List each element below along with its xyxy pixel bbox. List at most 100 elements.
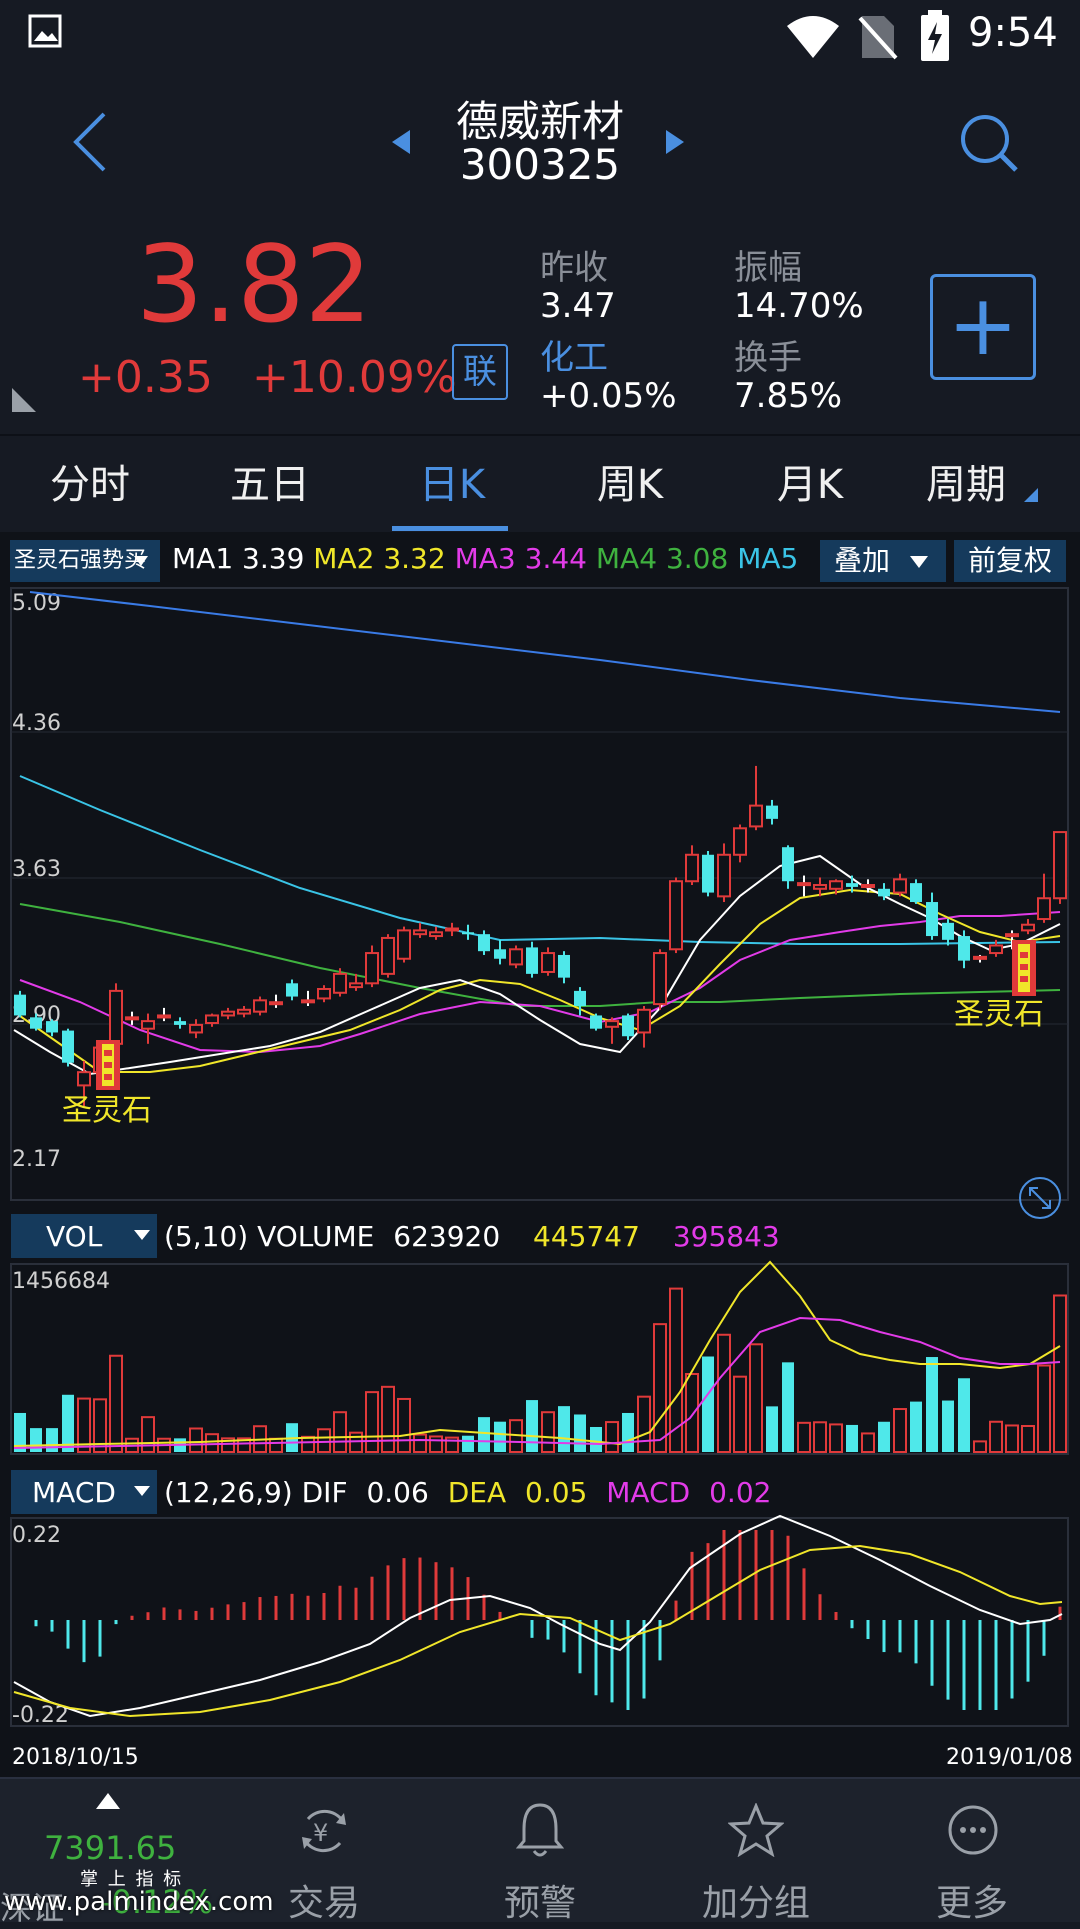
candle-body — [733, 827, 747, 856]
volume-bar — [958, 1378, 970, 1452]
nav-add-group[interactable]: 加分组 — [648, 1779, 864, 1924]
volume-bar — [429, 1435, 443, 1453]
ma1-value: 3.39 — [242, 542, 305, 575]
add-to-watchlist-button[interactable]: + — [930, 274, 1036, 380]
index-change: -0.12% — [100, 1883, 214, 1921]
macd-histogram — [34, 1530, 1062, 1710]
next-stock-icon[interactable] — [664, 128, 686, 156]
volume-bar — [926, 1357, 938, 1452]
status-bar: 9:54 — [0, 0, 1080, 78]
candle-body — [878, 888, 890, 897]
candle-body — [558, 954, 570, 978]
candle-body — [829, 880, 843, 890]
previous-stock-icon[interactable] — [390, 128, 412, 156]
tab-monthly-k[interactable]: 月K — [776, 462, 844, 508]
volume-bars — [14, 1287, 1067, 1454]
candle-body — [861, 884, 875, 889]
price-panel-frame — [10, 587, 1069, 1201]
macd-dea-line — [13, 1544, 1063, 1718]
macd-selector-label: MACD — [32, 1476, 116, 1509]
volume-ma5-line — [13, 1260, 1061, 1447]
strategy-dropdown-icon[interactable] — [134, 556, 148, 566]
macd-panel-frame — [10, 1517, 1069, 1727]
volume-bar — [590, 1426, 602, 1452]
tab-daily-k[interactable]: 日K — [418, 462, 486, 508]
candle-body — [973, 955, 987, 960]
kline-svg[interactable]: 5.09 4.36 3.63 2.90 2.17 圣灵石 圣灵石 — [0, 532, 1080, 1777]
candle-body — [958, 936, 970, 961]
candle-body — [253, 999, 267, 1013]
volume-bar — [653, 1323, 667, 1453]
volume-params: (5,10) VOLUME — [164, 1220, 374, 1253]
candle-body — [574, 990, 586, 1006]
volume-bar — [381, 1385, 395, 1454]
macd-dea-label: DEA — [448, 1476, 506, 1509]
candle-body — [813, 884, 827, 890]
linked-badge[interactable]: 联 — [452, 344, 508, 400]
candle-body — [509, 948, 523, 966]
volume-bar — [445, 1436, 459, 1453]
ma1-line — [13, 854, 1061, 1076]
sector-label[interactable]: 化工 — [540, 338, 608, 378]
volume-bar — [749, 1343, 763, 1454]
candle-body — [189, 1023, 203, 1034]
index-ticker[interactable]: 7391.65 掌 上 指 标 深证 -0.12% www.palmindex.… — [0, 1779, 274, 1927]
adjust-mode-button[interactable]: 前复权 — [954, 540, 1066, 582]
candle-body — [205, 1014, 219, 1025]
volume-bar — [782, 1362, 794, 1452]
candle-body — [605, 1020, 619, 1028]
date-start: 2018/10/15 — [12, 1745, 139, 1770]
candle-body — [717, 853, 731, 898]
battery-charging-icon — [921, 10, 949, 61]
nav-more[interactable]: 更多 — [864, 1779, 1080, 1924]
nav-alert[interactable]: 预警 — [432, 1779, 648, 1924]
expand-chart-icon[interactable] — [1019, 1177, 1061, 1219]
volume-bar — [14, 1412, 26, 1452]
volume-panel-frame — [10, 1263, 1069, 1455]
macd-value: 0.02 — [709, 1476, 771, 1509]
current-price: 3.82 — [136, 223, 373, 346]
bottom-nav: 7391.65 掌 上 指 标 深证 -0.12% www.palmindex.… — [0, 1777, 1080, 1927]
volume-selector[interactable] — [11, 1214, 157, 1258]
ma3-value: 3.44 — [524, 542, 587, 575]
ma4-value: 3.08 — [665, 542, 729, 575]
back-arrow-icon[interactable] — [70, 110, 110, 174]
candle-body — [365, 952, 379, 985]
candle-body — [381, 936, 395, 975]
candle-body — [1005, 933, 1019, 938]
overlay-dropdown-icon[interactable] — [910, 556, 928, 568]
candlestick-series — [14, 765, 1067, 1107]
search-icon[interactable] — [958, 112, 1020, 174]
tab-five-day[interactable]: 五日 — [230, 462, 310, 508]
tab-period-menu[interactable]: 周期 — [926, 462, 1006, 508]
svg-text:¥: ¥ — [313, 1819, 328, 1847]
candle-body — [685, 853, 699, 883]
volume-dropdown-icon[interactable] — [134, 1230, 150, 1240]
period-dropdown-icon[interactable] — [1024, 488, 1038, 502]
kline-chart-area: 圣灵石强势买 MA1 3.39 MA2 3.32 MA3 3.44 MA4 3.… — [0, 532, 1080, 1777]
tab-intraday[interactable]: 分时 — [50, 462, 130, 508]
bell-icon — [516, 1803, 564, 1857]
volume-bar — [829, 1423, 843, 1454]
trade-yuan-icon: ¥ — [302, 1809, 346, 1853]
candle-body — [429, 931, 443, 938]
volume-bar — [910, 1401, 922, 1452]
candle-body — [766, 805, 778, 819]
macd-selector[interactable] — [11, 1470, 157, 1514]
nav-trade[interactable]: ¥ 交易 — [216, 1779, 432, 1924]
nav-alert-label: 预警 — [503, 1883, 576, 1924]
volume-bar — [397, 1397, 411, 1453]
ma4-line — [19, 903, 1061, 1007]
volume-bar — [413, 1433, 427, 1453]
volume-value: 623920 — [393, 1220, 500, 1253]
volume-bar — [973, 1440, 987, 1453]
volume-bar — [462, 1435, 474, 1452]
strategy-selector[interactable]: 圣灵石强势买 — [10, 540, 160, 582]
candle-body — [1021, 923, 1035, 932]
candle-body — [77, 1071, 91, 1087]
volume-ma5: 445747 — [533, 1220, 640, 1253]
macd-dropdown-icon[interactable] — [134, 1486, 150, 1496]
candle-body — [62, 1030, 74, 1063]
volume-bar — [942, 1400, 954, 1452]
tab-weekly-k[interactable]: 周K — [596, 462, 664, 508]
